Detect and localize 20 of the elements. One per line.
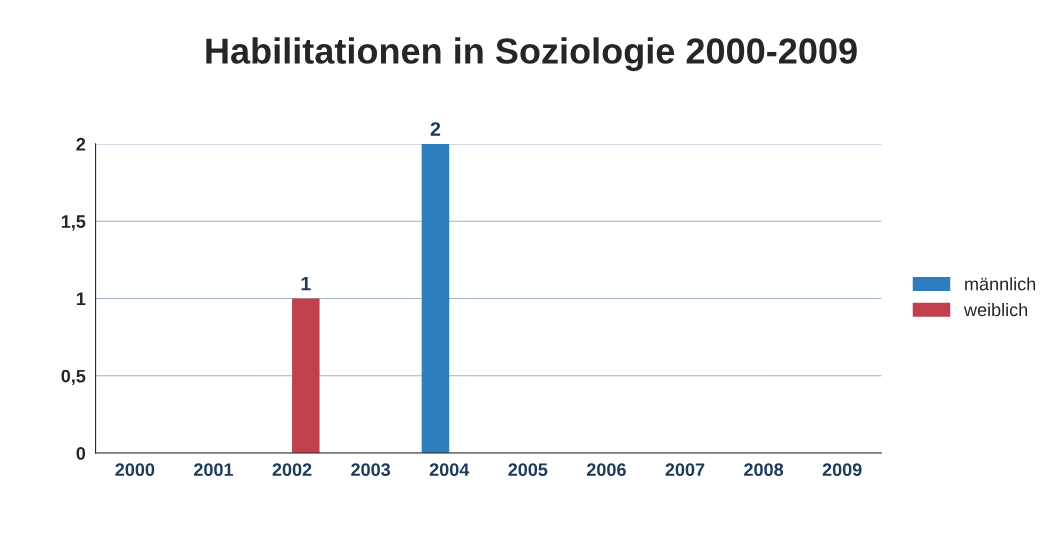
y-tick-label: 1	[76, 292, 86, 306]
x-tick-label: 2007	[665, 463, 705, 477]
y-tick-label: 0,5	[61, 369, 86, 386]
legend-label: weiblich	[963, 302, 1028, 317]
y-tick-label: 1,5	[61, 215, 86, 231]
x-tick-label: 2009	[822, 463, 862, 477]
x-tick-label: 2005	[508, 463, 548, 477]
data-label: 1	[301, 276, 311, 291]
x-tick-label: 2006	[586, 463, 626, 477]
data-label: 2	[430, 122, 441, 136]
x-tick-label: 2002	[272, 463, 312, 477]
y-tick-label: 0	[76, 446, 86, 460]
x-tick-label: 2004	[429, 463, 470, 477]
x-tick-label: 2001	[194, 463, 234, 477]
x-tick-label: 2008	[744, 463, 784, 477]
x-tick-label: 2003	[351, 463, 391, 477]
legend-label: männlich	[965, 277, 1036, 291]
y-tick-label: 2	[76, 137, 86, 151]
chart-title: Habilitationen in Soziologie 2000-2009	[206, 37, 857, 72]
x-tick-label: 2000	[115, 463, 155, 477]
